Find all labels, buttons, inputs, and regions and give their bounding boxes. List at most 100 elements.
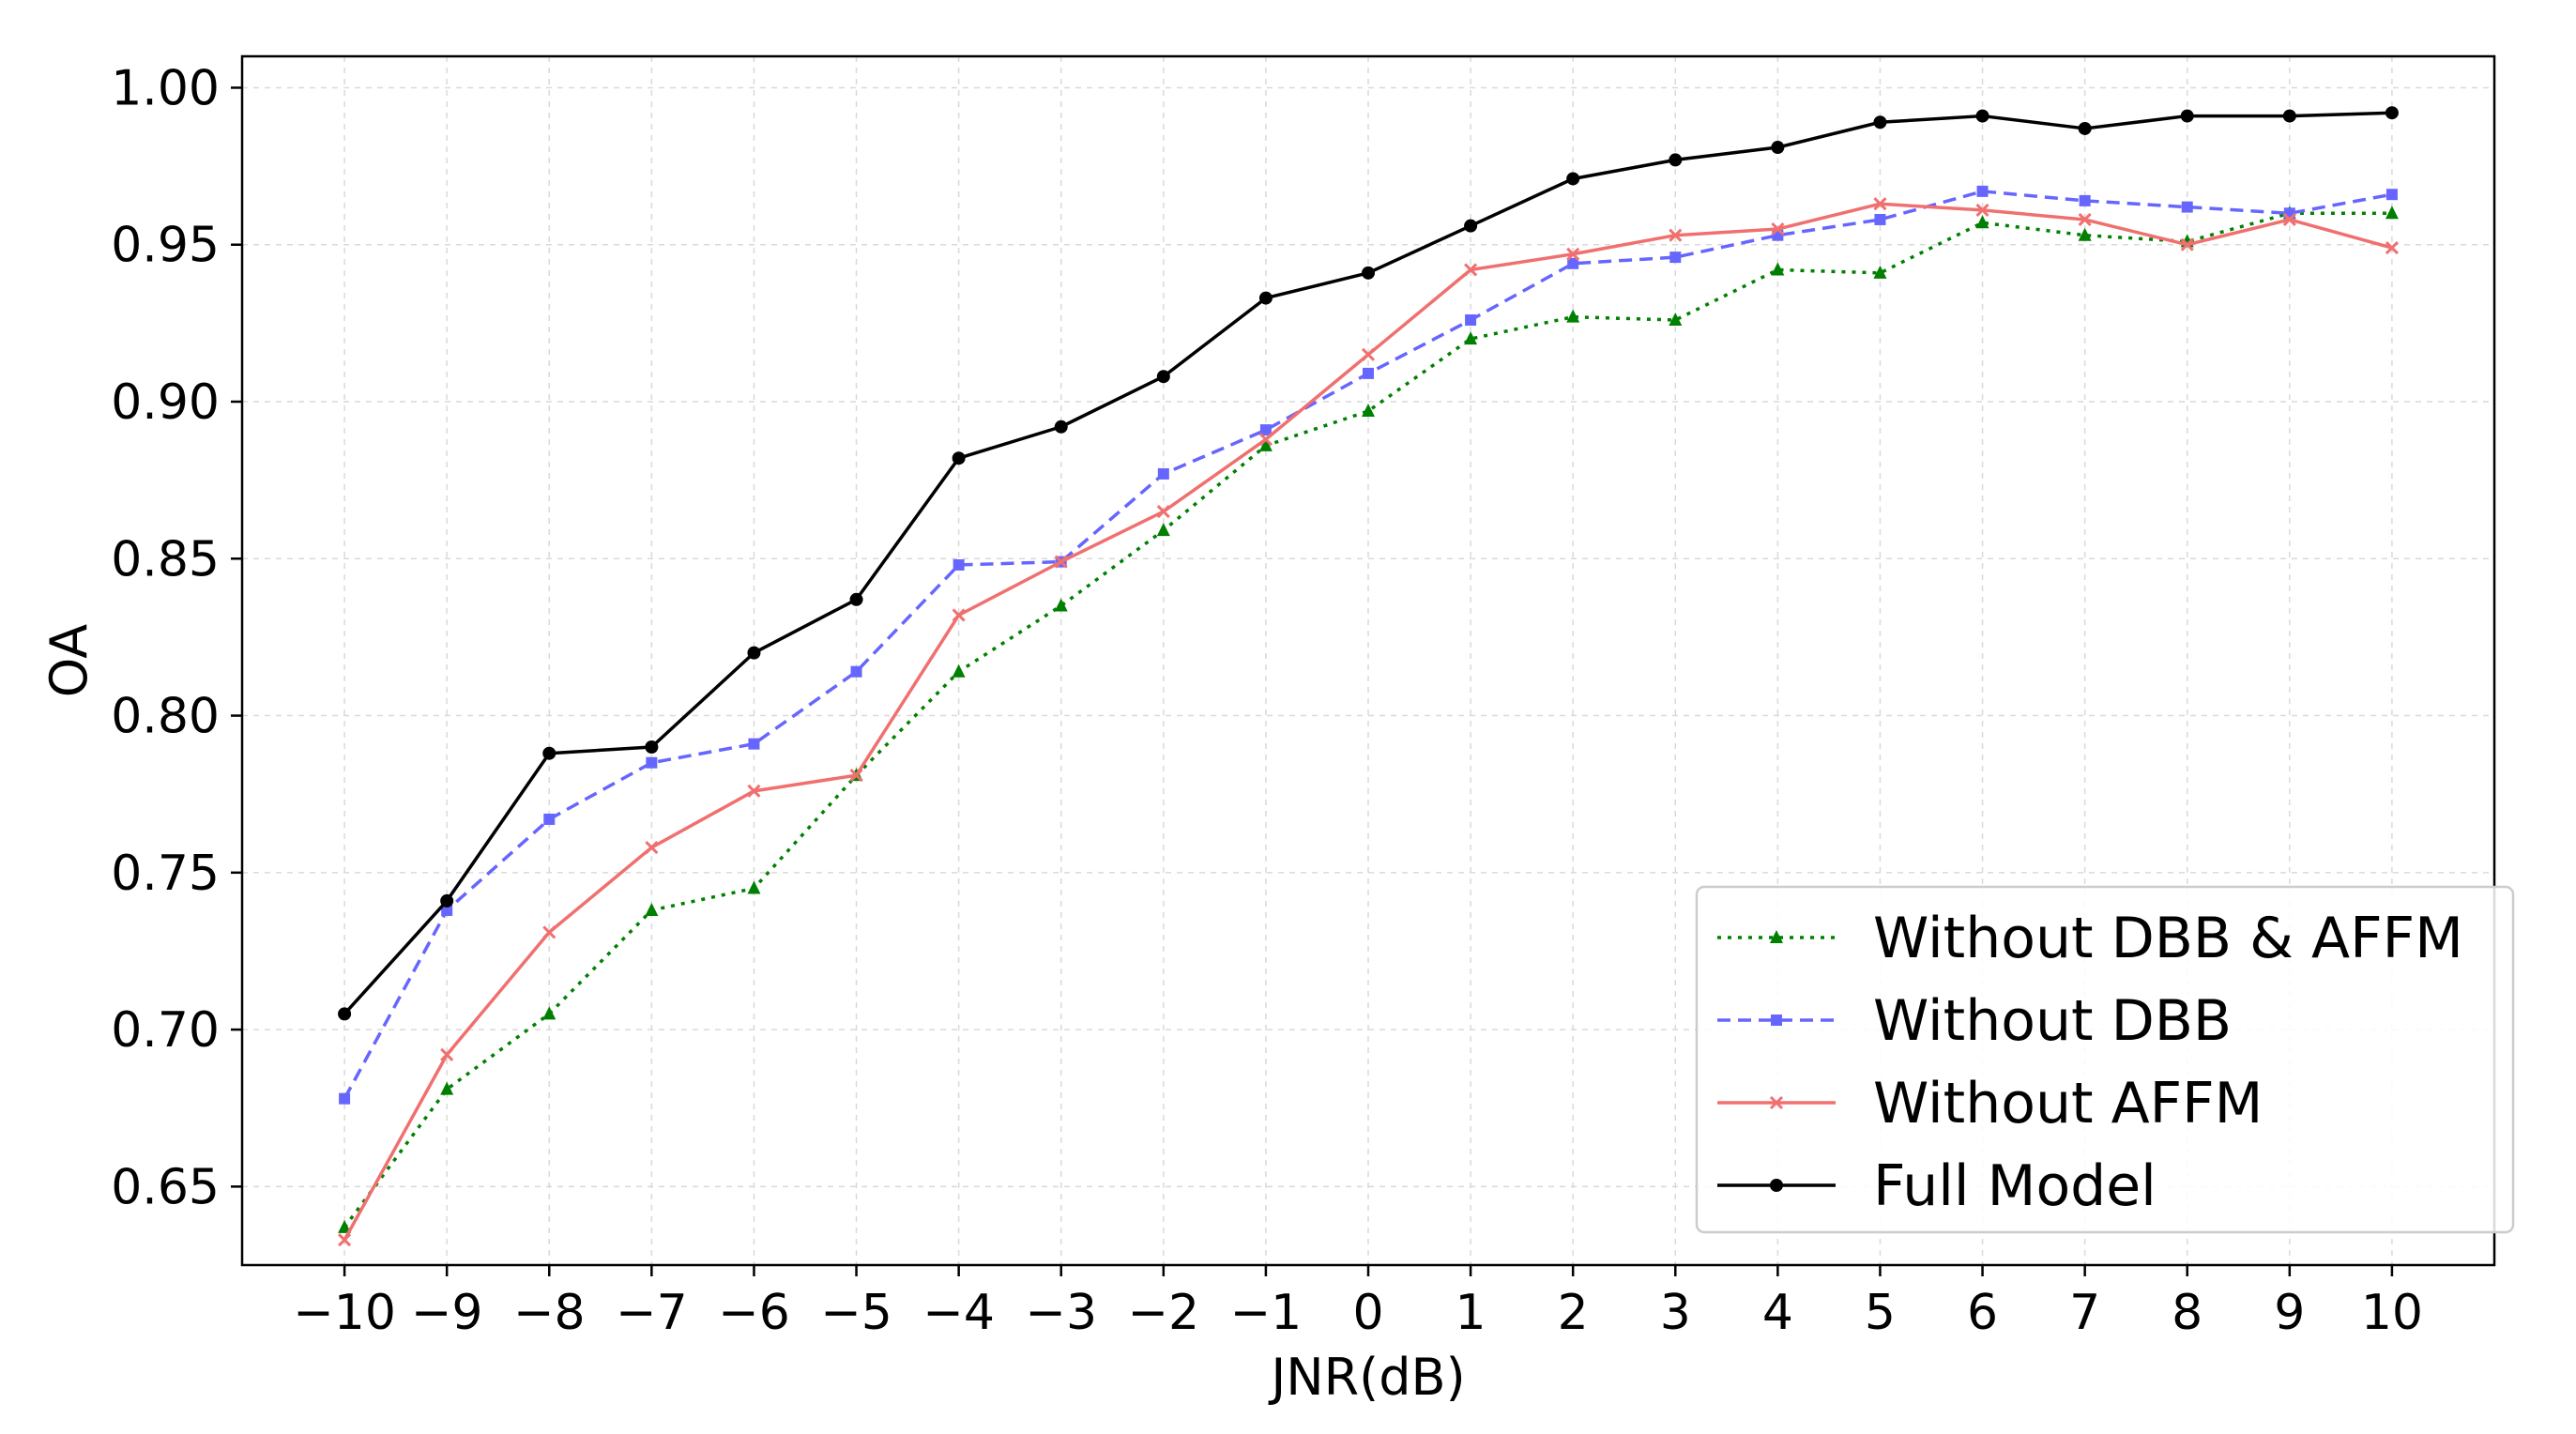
data-point	[440, 893, 454, 908]
x-tick-label: −6	[718, 1285, 790, 1341]
legend-entry: Without AFFM	[1717, 1071, 2263, 1137]
data-point	[542, 925, 556, 939]
y-tick-label: 0.85	[111, 531, 220, 587]
marker-stroke	[1464, 263, 1478, 277]
x-tick-label: −9	[411, 1285, 483, 1341]
x-tick-label: 5	[1865, 1285, 1896, 1341]
legend-entry: Without DBB	[1717, 988, 2232, 1054]
marker-stroke	[2385, 241, 2399, 255]
legend-entry: Full Model	[1717, 1153, 2157, 1219]
data-point	[543, 813, 556, 825]
data-point	[2078, 121, 2092, 135]
legend: Without DBB & AFFM Without DBB Without AFF…	[1695, 885, 2515, 1234]
data-point	[2385, 106, 2399, 120]
x-tick-label: −10	[293, 1285, 396, 1341]
data-point	[747, 646, 761, 660]
marker-stroke	[2282, 212, 2296, 227]
y-tick-label: 0.90	[111, 374, 220, 431]
x-tick-label: −1	[1230, 1285, 1303, 1341]
x-tick-label: −3	[1025, 1285, 1097, 1341]
legend-entry: Without DBB & AFFM	[1717, 906, 2463, 971]
data-point	[1361, 347, 1376, 361]
data-point	[645, 740, 659, 754]
x-tick-label: 2	[1558, 1285, 1589, 1341]
x-tick-label: 4	[1762, 1285, 1793, 1341]
x-tick-label: −4	[922, 1285, 995, 1341]
series-layer	[338, 106, 2399, 1247]
data-point	[338, 1007, 352, 1021]
x-tick-label: 6	[1967, 1285, 1998, 1341]
data-point	[1873, 115, 1887, 130]
marker-stroke	[1054, 555, 1068, 569]
data-point	[440, 1081, 454, 1095]
marker-stroke	[1566, 247, 1580, 261]
marker-stroke	[645, 840, 659, 855]
legend-marker	[1770, 930, 1783, 943]
data-point	[2180, 109, 2194, 123]
data-point	[952, 451, 966, 465]
data-point	[1873, 265, 1887, 279]
marker-stroke	[1669, 228, 1683, 242]
series-2	[338, 197, 2399, 1247]
data-point	[952, 664, 966, 678]
data-point	[2282, 212, 2296, 227]
data-point	[645, 840, 659, 855]
data-point	[645, 902, 659, 916]
data-point	[338, 1219, 352, 1233]
data-point	[2385, 241, 2399, 255]
data-point	[1054, 555, 1068, 569]
legend-label: Without AFFM	[1873, 1071, 2263, 1137]
legend-label: Without DBB	[1873, 988, 2232, 1054]
data-point	[338, 1233, 352, 1247]
data-point	[2282, 109, 2296, 123]
marker-stroke	[1873, 197, 1887, 211]
y-tick-label: 0.80	[111, 689, 220, 745]
marker-stroke	[440, 1047, 454, 1061]
data-point	[1464, 263, 1478, 277]
x-tick-label: 0	[1352, 1285, 1383, 1341]
x-tick-label: 1	[1456, 1285, 1486, 1341]
marker-stroke	[952, 608, 966, 622]
marker-stroke	[542, 925, 556, 939]
data-point	[1975, 215, 1989, 229]
data-point	[1669, 313, 1683, 327]
legend-marker	[1771, 1014, 1782, 1026]
data-point	[2079, 194, 2091, 206]
y-axis-label: OA	[39, 624, 99, 698]
x-tick-label: 3	[1660, 1285, 1691, 1341]
data-point	[747, 784, 761, 798]
marker-stroke	[849, 769, 863, 783]
marker-stroke	[1975, 203, 1989, 217]
data-point	[1975, 203, 1989, 217]
x-tick-label: 8	[2172, 1285, 2203, 1341]
data-point	[1771, 141, 1785, 155]
marker-stroke	[2078, 212, 2092, 227]
data-point	[1054, 420, 1068, 434]
legend-marker	[1769, 1095, 1784, 1110]
data-point	[953, 558, 965, 571]
data-point	[1363, 367, 1374, 379]
data-point	[1464, 331, 1478, 345]
x-tick-label: 9	[2274, 1285, 2305, 1341]
data-point	[441, 904, 453, 916]
data-point	[1669, 228, 1683, 242]
data-point	[2385, 206, 2399, 220]
data-point	[849, 769, 863, 783]
data-point	[646, 756, 658, 769]
data-point	[850, 665, 862, 678]
marker-stroke	[1258, 433, 1273, 447]
x-tick-label: −2	[1127, 1285, 1199, 1341]
x-tick-label: −5	[820, 1285, 892, 1341]
data-point	[952, 608, 966, 622]
legend-label: Without DBB & AFFM	[1873, 906, 2463, 971]
series-3	[338, 106, 2399, 1021]
marker-stroke	[1361, 347, 1376, 361]
data-point	[542, 1006, 556, 1020]
y-tick-label: 0.75	[111, 846, 220, 902]
data-point	[1156, 370, 1170, 384]
data-point	[1156, 523, 1170, 537]
x-tick-label: 7	[2069, 1285, 2100, 1341]
data-point	[1669, 252, 1682, 264]
